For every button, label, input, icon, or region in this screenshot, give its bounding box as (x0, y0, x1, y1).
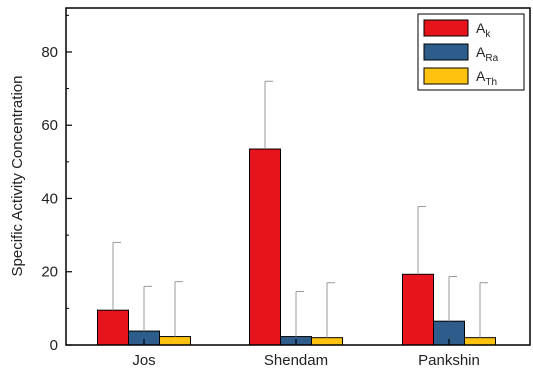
plot-frame (65, 7, 531, 346)
x-axis: Jos Shendam Pankshin (132, 339, 480, 369)
legend-swatch (423, 67, 469, 85)
y-tick-label: 0 (50, 337, 58, 354)
y-tick-label: 20 (41, 264, 58, 281)
chart-marks (97, 80, 496, 346)
legend-swatch (423, 19, 469, 37)
x-tick-label: Shendam (264, 352, 328, 369)
bar-shendam-th (311, 337, 343, 346)
y-tick-label: 60 (41, 117, 58, 134)
y-tick-label: 80 (41, 44, 58, 61)
y-axis-title: Specific Activity Concentration (9, 76, 26, 277)
y-axis: 0 20 40 60 80 (41, 14, 72, 354)
x-tick-label: Jos (132, 352, 155, 369)
bar-jos-k (97, 309, 129, 346)
y-tick-label: 40 (41, 190, 58, 207)
bar-pankshin-k (402, 273, 434, 346)
bar-pankshin-th (464, 337, 496, 346)
x-tick-label: Pankshin (418, 352, 480, 369)
legend-swatch (423, 43, 469, 61)
bar-jos-th (159, 336, 191, 346)
bar-shendam-k (249, 148, 281, 346)
